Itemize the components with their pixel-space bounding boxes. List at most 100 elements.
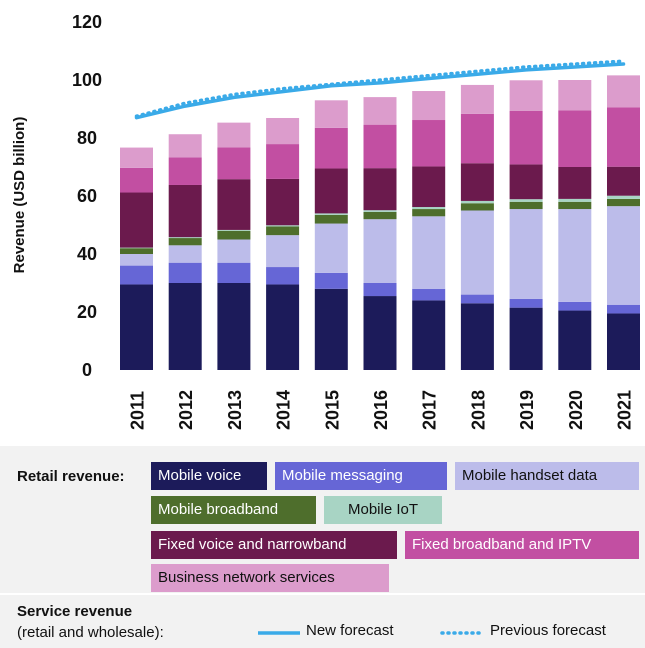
bar-segment bbox=[363, 211, 397, 220]
bar-segment bbox=[412, 300, 446, 370]
bar-segment bbox=[168, 237, 202, 239]
y-tick-label: 0 bbox=[82, 360, 92, 380]
y-tick-label: 120 bbox=[72, 12, 102, 32]
bar-segment bbox=[412, 91, 446, 121]
bar-segment bbox=[412, 207, 446, 210]
bar-stacks bbox=[120, 75, 640, 370]
previous-forecast-label: Previous forecast bbox=[490, 622, 606, 639]
legend-chip-fixed-broadband-iptv: Fixed broadband and IPTV bbox=[405, 531, 639, 559]
forecast-lines bbox=[134, 59, 626, 120]
bar-segment bbox=[509, 298, 543, 308]
y-tick-label: 40 bbox=[77, 244, 97, 264]
bar-segment bbox=[558, 201, 592, 210]
x-tick-label: 2020 bbox=[566, 390, 586, 430]
bar-segment bbox=[412, 216, 446, 289]
bar-segment bbox=[120, 147, 153, 168]
bar-segment bbox=[558, 110, 592, 167]
bar-segment bbox=[168, 238, 202, 246]
bar-segment bbox=[120, 248, 153, 254]
bar-segment bbox=[266, 117, 300, 145]
bar-segment bbox=[460, 163, 494, 201]
bar-segment bbox=[607, 166, 640, 196]
x-tick-label: 2011 bbox=[128, 391, 148, 430]
legend-chip-mobile-messaging: Mobile messaging bbox=[275, 462, 447, 490]
bar-segment bbox=[607, 206, 640, 305]
legend-divider bbox=[0, 593, 645, 595]
bar-segment bbox=[607, 195, 640, 199]
service-revenue-title: Service revenue bbox=[17, 603, 133, 620]
legend-chip-mobile-handset-data: Mobile handset data bbox=[455, 462, 639, 490]
bar-segment bbox=[314, 288, 348, 370]
bar-segment bbox=[266, 284, 300, 370]
bar-segment bbox=[266, 226, 300, 236]
bar-segment bbox=[168, 184, 202, 238]
bar-segment bbox=[607, 198, 640, 207]
bar-segment bbox=[314, 214, 348, 224]
bar-segment bbox=[412, 288, 446, 301]
bar-segment bbox=[460, 200, 494, 204]
bar-segment bbox=[363, 210, 397, 212]
bar-segment bbox=[217, 262, 251, 283]
legend-chip-business-network-services: Business network services bbox=[151, 564, 389, 592]
x-tick-label: 2016 bbox=[371, 390, 391, 430]
bar-segment bbox=[363, 124, 397, 169]
bar-segment bbox=[120, 254, 153, 266]
x-tick-label: 2015 bbox=[322, 390, 342, 430]
bar-segment bbox=[460, 84, 494, 114]
new-forecast-line bbox=[134, 62, 626, 120]
bar-segment bbox=[558, 301, 592, 311]
legend-chip-fixed-voice-narrowband: Fixed voice and narrowband bbox=[151, 531, 397, 559]
legend-chip-mobile-broadband: Mobile broadband bbox=[151, 496, 316, 524]
x-axis-ticks: 2011 2012 2013 2014 2015 2016 2017 2018 2019 2020… bbox=[128, 390, 635, 430]
bar-segment bbox=[460, 203, 494, 211]
new-forecast-swatch bbox=[258, 631, 300, 635]
revenue-stacked-bar-chart: Revenue (USD billion) 0 20 40 60 80 100 120 20… bbox=[11, 12, 640, 430]
bar-segment bbox=[460, 294, 494, 304]
bar-segment bbox=[217, 239, 251, 263]
bar-segment bbox=[558, 167, 592, 199]
bar-segment bbox=[412, 166, 446, 208]
bar-segment bbox=[607, 304, 640, 314]
bar-segment bbox=[460, 303, 494, 370]
bar-segment bbox=[120, 284, 153, 370]
bar-segment bbox=[509, 209, 543, 299]
bar-segment bbox=[509, 201, 543, 210]
previous-forecast-line bbox=[134, 59, 626, 118]
service-revenue-subtitle: (retail and wholesale): bbox=[17, 624, 164, 641]
bar-segment bbox=[168, 283, 202, 370]
bar-segment bbox=[363, 296, 397, 370]
bar-segment bbox=[168, 134, 202, 158]
retail-revenue-title: Retail revenue: bbox=[17, 468, 125, 485]
bar-segment bbox=[314, 168, 348, 214]
bar-segment bbox=[266, 267, 300, 285]
bar-segment bbox=[509, 307, 543, 370]
new-forecast-label: New forecast bbox=[306, 622, 394, 639]
x-tick-label: 2014 bbox=[274, 390, 294, 430]
y-tick-label: 60 bbox=[77, 186, 97, 206]
bar-segment bbox=[314, 272, 348, 289]
bar-segment bbox=[120, 265, 153, 285]
bar-segment bbox=[460, 113, 494, 164]
bar-segment bbox=[266, 225, 300, 227]
bar-segment bbox=[266, 144, 300, 179]
bar-segment bbox=[509, 80, 543, 111]
x-tick-label: 2017 bbox=[420, 390, 440, 430]
bar-segment bbox=[168, 157, 202, 185]
bar-segment bbox=[217, 283, 251, 370]
y-axis-ticks: 0 20 40 60 80 100 120 bbox=[72, 12, 102, 380]
bar-segment bbox=[168, 245, 202, 263]
x-tick-label: 2021 bbox=[615, 390, 635, 430]
bar-segment bbox=[314, 127, 348, 169]
bar-segment bbox=[217, 230, 251, 240]
x-tick-label: 2019 bbox=[517, 390, 537, 430]
bar-segment bbox=[266, 235, 300, 268]
bar-segment bbox=[217, 179, 251, 230]
bar-segment bbox=[412, 120, 446, 167]
bar-segment bbox=[607, 107, 640, 167]
bar-segment bbox=[363, 219, 397, 283]
y-axis-label: Revenue (USD billion) bbox=[11, 117, 28, 274]
bar-segment bbox=[558, 198, 592, 202]
bar-segment bbox=[363, 168, 397, 211]
bar-segment bbox=[558, 209, 592, 302]
x-tick-label: 2018 bbox=[468, 390, 488, 430]
